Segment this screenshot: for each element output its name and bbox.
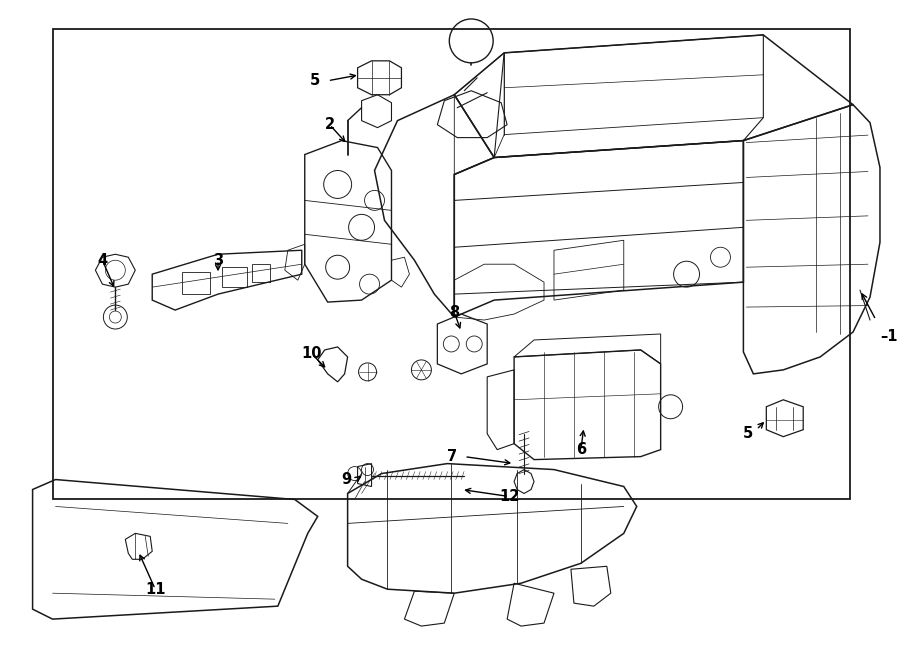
Text: 5: 5 bbox=[743, 426, 753, 441]
Text: 7: 7 bbox=[447, 449, 457, 464]
Bar bbox=[182, 272, 210, 294]
Bar bbox=[222, 267, 247, 287]
Bar bbox=[52, 29, 850, 499]
Text: 11: 11 bbox=[145, 582, 166, 596]
Text: 9: 9 bbox=[341, 472, 352, 487]
Text: 6: 6 bbox=[576, 442, 586, 457]
Text: 3: 3 bbox=[213, 253, 223, 267]
Text: 5: 5 bbox=[310, 73, 320, 88]
Text: –1: –1 bbox=[880, 330, 897, 344]
Text: 2: 2 bbox=[325, 117, 335, 132]
Text: 10: 10 bbox=[302, 346, 322, 361]
Text: 8: 8 bbox=[449, 305, 459, 320]
Bar bbox=[252, 264, 270, 282]
Text: 4: 4 bbox=[97, 253, 107, 267]
Text: 12: 12 bbox=[499, 489, 519, 504]
